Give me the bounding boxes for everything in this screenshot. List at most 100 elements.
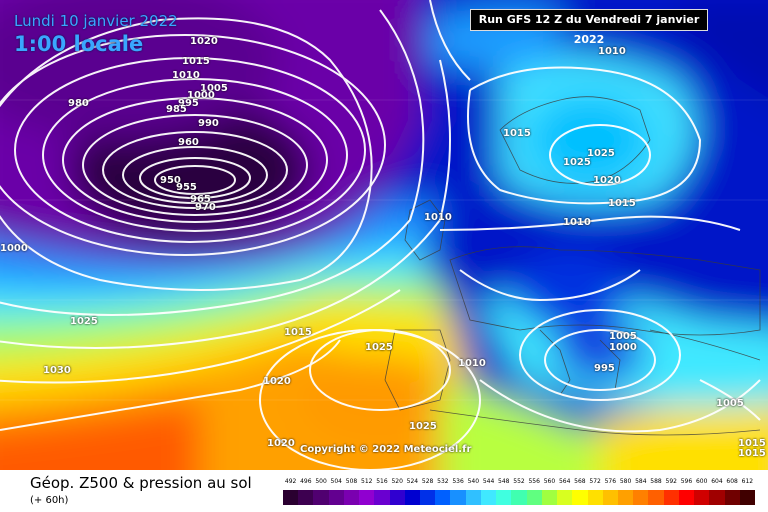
scale-label: 568 [574, 478, 586, 485]
isobar-label: 1025 [365, 342, 393, 353]
scale-swatch [739, 490, 756, 505]
scale-swatch [404, 490, 421, 505]
scale-label: 564 [558, 478, 571, 485]
scale-label: 552 [513, 478, 525, 485]
scale-label: 584 [635, 478, 647, 485]
isobar-label: 1015 [608, 198, 636, 209]
scale-swatch [328, 490, 345, 505]
isobar-label: 985 [166, 104, 187, 115]
scale-label: 536 [452, 478, 464, 485]
scale-label: 496 [300, 478, 312, 485]
scale-swatch [724, 490, 741, 505]
scale-label: 508 [345, 478, 358, 485]
scale-swatch [465, 490, 482, 505]
scale-swatch [678, 490, 695, 505]
scale-label: 572 [589, 478, 601, 485]
scale-swatch [587, 490, 604, 505]
scale-label: 612 [741, 478, 754, 485]
scale-label: 596 [680, 478, 693, 485]
scale-label: 580 [619, 478, 632, 485]
isobar-label: 1000 [609, 342, 637, 353]
isobar-label: 1005 [609, 331, 637, 342]
scale-label: 576 [604, 478, 617, 485]
scale-label: 540 [467, 478, 480, 485]
isobar-label: 980 [68, 98, 89, 109]
scale-swatch [283, 490, 299, 505]
isobar-label: 970 [195, 202, 216, 213]
isobar-label: 1025 [409, 421, 437, 432]
isobar-label: 1010 [598, 46, 626, 57]
run-info-box: Run GFS 12 Z du Vendredi 7 janvier 2022 [470, 9, 708, 46]
scale-label: 504 [330, 478, 342, 485]
isobar-label: 1025 [587, 148, 615, 159]
isobar-label: 1015 [284, 327, 312, 338]
forecast-lead-time: (+ 60h) [30, 495, 69, 506]
isobar-label: 1010 [424, 212, 452, 223]
scale-label: 604 [711, 478, 723, 485]
scale-label: 520 [391, 478, 403, 485]
scale-swatch [526, 490, 543, 505]
geopotential-field [0, 0, 768, 470]
scale-label: 528 [421, 478, 434, 485]
legend-footer: Géop. Z500 & pression au sol (+ 60h) 492… [0, 470, 768, 512]
isobar-label: 1020 [267, 438, 295, 449]
isobar-label: 965 [190, 194, 211, 205]
scale-swatch [617, 490, 634, 505]
scale-swatch [709, 490, 726, 505]
scale-label: 588 [650, 478, 662, 485]
isobar-label: 1005 [716, 398, 744, 409]
scale-swatch [572, 490, 588, 505]
isobar-label: 1015 [738, 438, 766, 449]
scale-swatch [450, 490, 467, 505]
scale-label: 560 [543, 478, 556, 485]
scale-swatch [374, 490, 391, 505]
isobar-label: 1010 [172, 70, 200, 81]
isobar-label: 995 [178, 98, 199, 109]
scale-swatch [420, 490, 436, 505]
scale-label: 500 [315, 478, 327, 485]
copyright-notice: Copyright © 2022 Meteociel.fr [300, 444, 472, 455]
isobar-label: 995 [594, 363, 615, 374]
isobar-label: 1015 [738, 448, 766, 459]
scale-swatch [648, 490, 665, 505]
scale-label: 512 [361, 478, 373, 485]
scale-label: 592 [665, 478, 677, 485]
scale-label: 556 [528, 478, 540, 485]
scale-swatch [663, 490, 680, 505]
scale-swatch [343, 490, 360, 505]
scale-label: 544 [482, 478, 495, 485]
isobar-label: 1015 [503, 128, 531, 139]
scale-swatch [313, 490, 330, 505]
scale-label: 492 [284, 478, 297, 485]
scale-label: 524 [406, 478, 419, 485]
scale-swatch [480, 490, 497, 505]
forecast-local-time: 1:00 locale [14, 32, 144, 56]
scale-label: 532 [437, 478, 449, 485]
isobar-label: 1010 [458, 358, 486, 369]
scale-swatch [359, 490, 375, 505]
isobar-label: 1030 [43, 365, 71, 376]
scale-swatch [389, 490, 406, 505]
scale-label: 548 [498, 478, 510, 485]
isobar-label: 1000 [187, 90, 215, 101]
scale-label: 516 [376, 478, 388, 485]
isobar-label: 1025 [70, 316, 98, 327]
scale-swatch [541, 490, 558, 505]
isobar-label: 990 [198, 118, 219, 129]
scale-swatch [694, 490, 710, 505]
isobar-label: 1025 [563, 157, 591, 168]
color-scale: 492 496 500 504 508 512 516 520 524 528 532 536 540 5… [283, 478, 756, 506]
isobar-label: 1010 [563, 217, 591, 228]
scale-swatch [602, 490, 619, 505]
isobar-label: 955 [176, 182, 197, 193]
isobar-label: 1000 [0, 243, 28, 254]
scale-swatch [557, 490, 573, 505]
isobar-label: 1020 [593, 175, 621, 186]
land-outlines [384, 96, 761, 436]
scale-swatch [435, 490, 451, 505]
isobar-label: 960 [178, 137, 199, 148]
graticule [0, 99, 768, 401]
scale-swatch [633, 490, 649, 505]
isobar-label: 1015 [182, 56, 210, 67]
isobars [0, 0, 760, 470]
